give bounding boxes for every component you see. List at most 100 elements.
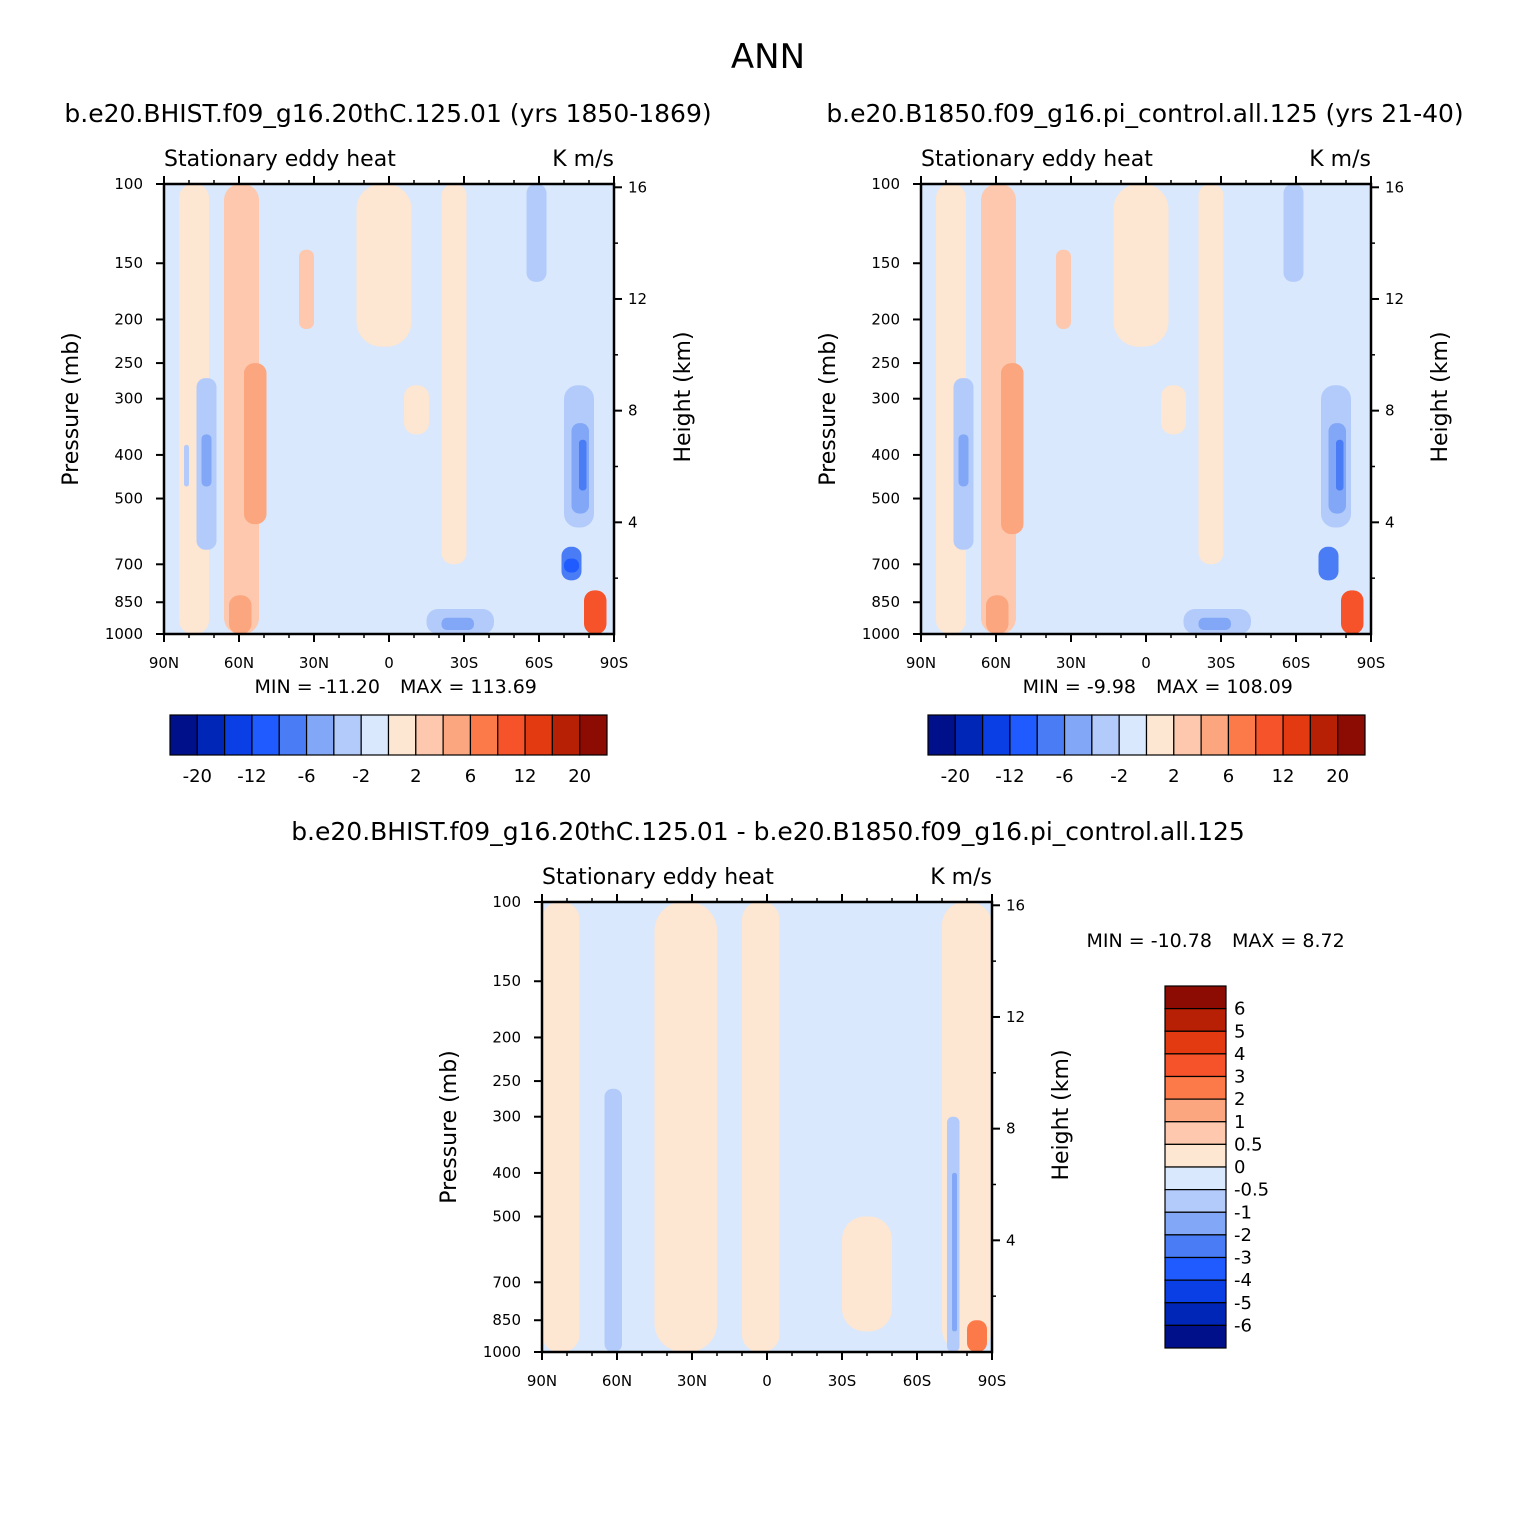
contour-region: [404, 385, 429, 435]
colorbar-label: 5: [1234, 1021, 1245, 1042]
y-tick-label: 700: [492, 1273, 521, 1291]
colorbar-label: -4: [1234, 1270, 1252, 1291]
contour-region: [986, 595, 1009, 634]
colorbar-box: [1227, 714, 1257, 756]
panel1-case-title: b.e20.BHIST.f09_g16.20thC.125.01 (yrs 18…: [64, 99, 711, 128]
panel-units: K m/s: [552, 147, 614, 172]
colorbar-box: [497, 714, 526, 756]
panels: 90N 60N 30N 0 30S 60S 90S100150200250300400500…: [59, 147, 1453, 1390]
colorbar-label: 12: [1272, 766, 1295, 787]
colorbar-box: [551, 714, 581, 756]
y-axis-label: Pressure (mb): [59, 332, 84, 486]
colorbar-box: [1337, 714, 1366, 756]
colorbar-label: 20: [1326, 766, 1349, 787]
panel2-case-title: b.e20.B1850.f09_g16.pi_control.all.125 (…: [826, 99, 1463, 128]
colorbar-box: [524, 714, 553, 756]
height-tick-label: 4: [1385, 513, 1395, 531]
contour-region: [1198, 184, 1224, 565]
colorbar-label: 1: [1234, 1112, 1245, 1133]
height-tick-label: 8: [1385, 402, 1395, 420]
y-tick-label: 850: [871, 593, 900, 611]
colorbar-label: 6: [1223, 766, 1234, 787]
colorbar-box: [1200, 714, 1230, 756]
x-tick-label: 30N: [1056, 654, 1086, 672]
x-tick-label: 90N: [149, 654, 179, 672]
y-tick-label: 500: [871, 490, 900, 508]
height-tick-label: 12: [628, 290, 647, 308]
colorbar-box: [1164, 1211, 1227, 1236]
x-tick-label: 0: [1141, 654, 1151, 672]
colorbar-box: [415, 714, 444, 756]
colorbar-box: [1091, 714, 1120, 756]
contour-region: [526, 184, 547, 282]
contour-region: [952, 1172, 957, 1332]
colorbar-box: [333, 714, 362, 756]
x-tick-label: 30S: [1207, 654, 1236, 672]
colorbar-label: -0.5: [1234, 1180, 1269, 1201]
colorbar-label: -12: [995, 766, 1024, 787]
y-tick-label: 400: [114, 446, 143, 464]
contour-region: [229, 595, 252, 634]
colorbar-label: -6: [298, 766, 316, 787]
min-label: MIN = -10.78: [1087, 930, 1212, 952]
colorbar-box: [1282, 714, 1311, 756]
y-tick-label: 1000: [862, 625, 900, 643]
colorbar-box: [1164, 1121, 1227, 1145]
colorbar-box: [1164, 1279, 1227, 1304]
contour-region: [201, 434, 212, 487]
colorbar-label: -3: [1234, 1248, 1252, 1269]
colorbar-box: [1164, 1053, 1227, 1078]
contour-region: [1161, 385, 1186, 435]
contour-region: [967, 1320, 987, 1352]
colorbar-box: [469, 714, 499, 756]
height-axis-label: Height (km): [671, 331, 696, 462]
contour-region: [244, 363, 267, 525]
height-tick-label: 16: [1385, 178, 1404, 196]
y-tick-label: 400: [492, 1164, 521, 1182]
contour-region: [654, 902, 717, 1352]
contour-region: [1341, 590, 1364, 634]
colorbar-label: -2: [1110, 766, 1128, 787]
panel-2: 90N 60N 30N 0 30S 60S 90S 100 150 200 250 300 400 500…: [816, 147, 1453, 787]
colorbar-box: [1164, 1008, 1227, 1032]
colorbar-box: [1164, 1256, 1227, 1281]
colorbar-label: 2: [1168, 766, 1179, 787]
x-tick-label: 30N: [299, 654, 329, 672]
contour-region: [441, 184, 467, 565]
colorbar-box: [1145, 714, 1175, 756]
colorbar-box: [251, 714, 280, 756]
height-tick-label: 16: [1006, 896, 1025, 914]
contour-region: [584, 590, 607, 634]
contour-region: [1056, 249, 1071, 329]
y-tick-label: 850: [492, 1311, 521, 1329]
height-tick-label: 8: [628, 402, 638, 420]
colorbar-box: [1164, 1075, 1227, 1100]
y-tick-label: 150: [492, 972, 521, 990]
colorbar-box: [982, 714, 1011, 756]
y-tick-label: 700: [871, 555, 900, 573]
colorbar-label: 4: [1234, 1044, 1245, 1065]
contour-region: [1113, 184, 1169, 347]
colorbar-box: [196, 714, 226, 756]
colorbar-box: [1173, 714, 1202, 756]
y-tick-label: 250: [871, 354, 900, 372]
colorbar-box: [579, 714, 608, 756]
colorbar-label: -5: [1234, 1293, 1252, 1314]
figure-title: ANN: [731, 37, 805, 77]
contour-fill: [936, 184, 1364, 634]
x-tick-label: 60N: [224, 654, 254, 672]
contour-region: [958, 434, 969, 487]
y-tick-label: 150: [114, 254, 143, 272]
x-tick-label: 0: [384, 654, 394, 672]
height-tick-label: 8: [1006, 1120, 1016, 1138]
contour-region: [356, 184, 412, 347]
y-tick-label: 250: [114, 354, 143, 372]
colorbar-box: [927, 714, 956, 756]
y-tick-label: 200: [114, 310, 143, 328]
contour-region: [564, 558, 579, 573]
contour-region: [1336, 439, 1344, 491]
y-tick-label: 850: [114, 593, 143, 611]
x-tick-label: 60S: [1282, 654, 1311, 672]
colorbar-box: [387, 714, 417, 756]
